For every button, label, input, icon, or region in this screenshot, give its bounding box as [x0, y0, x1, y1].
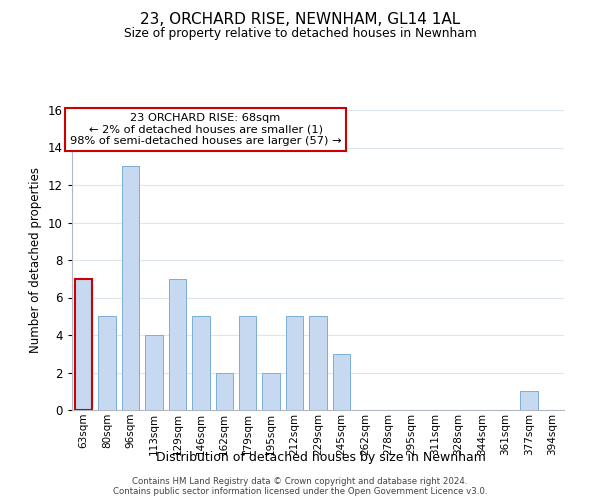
- Text: Distribution of detached houses by size in Newnham: Distribution of detached houses by size …: [156, 451, 486, 464]
- Text: 23, ORCHARD RISE, NEWNHAM, GL14 1AL: 23, ORCHARD RISE, NEWNHAM, GL14 1AL: [140, 12, 460, 28]
- Bar: [262, 372, 280, 410]
- Bar: [239, 316, 256, 410]
- Bar: [98, 316, 116, 410]
- Text: Size of property relative to detached houses in Newnham: Size of property relative to detached ho…: [124, 28, 476, 40]
- Y-axis label: Number of detached properties: Number of detached properties: [29, 167, 43, 353]
- Bar: [75, 279, 92, 410]
- Bar: [520, 391, 538, 410]
- Bar: [169, 279, 186, 410]
- Text: Contains HM Land Registry data © Crown copyright and database right 2024.: Contains HM Land Registry data © Crown c…: [132, 477, 468, 486]
- Bar: [122, 166, 139, 410]
- Bar: [145, 335, 163, 410]
- Text: Contains public sector information licensed under the Open Government Licence v3: Contains public sector information licen…: [113, 487, 487, 496]
- Bar: [286, 316, 304, 410]
- Text: 23 ORCHARD RISE: 68sqm
← 2% of detached houses are smaller (1)
98% of semi-detac: 23 ORCHARD RISE: 68sqm ← 2% of detached …: [70, 113, 341, 146]
- Bar: [215, 372, 233, 410]
- Bar: [192, 316, 209, 410]
- Bar: [332, 354, 350, 410]
- Bar: [309, 316, 327, 410]
